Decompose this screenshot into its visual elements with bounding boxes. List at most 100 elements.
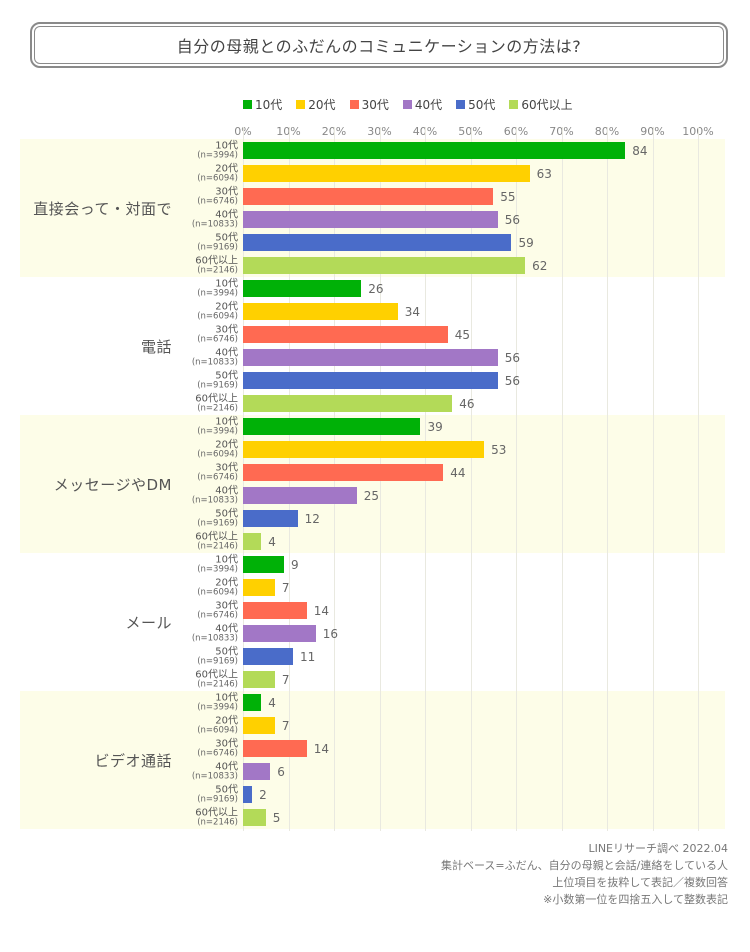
value-bar <box>243 533 262 550</box>
age-group-sample-size: (n=10833) <box>191 495 238 506</box>
age-group-sample-size: (n=2146) <box>197 265 238 276</box>
legend-swatch-icon <box>296 99 306 109</box>
age-group-label: 30代 (n=6746) <box>172 600 238 621</box>
age-group-label: 20代 (n=6094) <box>172 715 238 736</box>
value-label: 4 <box>268 695 276 710</box>
age-group-name: 40代 <box>215 346 238 358</box>
bar-row: 40代 (n=10833) 56 <box>172 208 725 231</box>
age-group-sample-size: (n=9169) <box>197 380 238 391</box>
age-group-label: 10代 (n=3994) <box>172 140 238 161</box>
age-group-label: 30代 (n=6746) <box>172 324 238 345</box>
legend-label: 60代以上 <box>521 97 573 112</box>
value-label: 7 <box>281 672 290 687</box>
age-group-name: 50代 <box>215 369 238 381</box>
age-group-name: 50代 <box>215 645 238 657</box>
value-label: 39 <box>427 419 443 434</box>
value-label: 56 <box>504 212 521 227</box>
legend-label: 20代 <box>308 97 336 112</box>
footer-note-line: LINEリサーチ調べ 2022.04 <box>588 842 728 855</box>
value-bar <box>243 234 512 251</box>
value-bar <box>243 786 253 803</box>
age-group-sample-size: (n=3994) <box>197 426 238 437</box>
value-bar <box>243 809 266 826</box>
age-group-name: 60代以上 <box>195 530 238 542</box>
age-group-sample-size: (n=6746) <box>197 472 238 483</box>
bar-row: 50代 (n=9169) 59 <box>172 231 725 254</box>
age-group-name: 20代 <box>215 300 238 312</box>
age-group-sample-size: (n=6746) <box>197 748 238 759</box>
age-group-name: 40代 <box>215 208 238 220</box>
age-group-label: 60代以上 (n=2146) <box>172 669 238 690</box>
age-group-label: 30代 (n=6746) <box>172 738 238 759</box>
category-rows: 10代 (n=3994) 26 20代 (n=6094) 34 30代 (n=6746) 45 4… <box>172 277 725 415</box>
legend-label: 10代 <box>255 97 283 112</box>
bar-row: 20代 (n=6094) 53 <box>172 438 725 461</box>
question-title-box: 自分の母親とのふだんのコミュニケーションの方法は? <box>30 22 728 68</box>
axis-tick-label: 70% <box>549 125 574 138</box>
age-group-label: 40代 (n=10833) <box>172 761 238 782</box>
bar-row: 20代 (n=6094) 7 <box>172 714 725 737</box>
age-group-label: 50代 (n=9169) <box>172 646 238 667</box>
age-group-sample-size: (n=3994) <box>197 150 238 161</box>
age-group-sample-size: (n=6094) <box>197 173 238 184</box>
legend-item: 50代 <box>456 96 495 113</box>
legend: 10代 20代 30代 40代 50代 60代以上 <box>243 96 750 113</box>
value-bar <box>243 349 498 366</box>
age-group-sample-size: (n=2146) <box>197 403 238 414</box>
age-group-name: 20代 <box>215 576 238 588</box>
age-group-name: 60代以上 <box>195 668 238 680</box>
age-group-name: 30代 <box>215 185 238 197</box>
value-label: 14 <box>313 741 329 756</box>
age-group-label: 50代 (n=9169) <box>172 232 238 253</box>
age-group-label: 60代以上 (n=2146) <box>172 255 238 276</box>
age-group-sample-size: (n=6746) <box>197 610 238 621</box>
category-rows: 10代 (n=3994) 39 20代 (n=6094) 53 30代 (n=6746) 44 4… <box>172 415 725 553</box>
value-label: 7 <box>281 718 290 733</box>
value-bar <box>243 165 530 182</box>
age-group-label: 40代 (n=10833) <box>172 485 238 506</box>
bar-row: 40代 (n=10833) 6 <box>172 760 725 783</box>
age-group-label: 40代 (n=10833) <box>172 209 238 230</box>
value-label: 2 <box>259 787 267 802</box>
bar-row: 10代 (n=3994) 9 <box>172 553 725 576</box>
bar-row: 50代 (n=9169) 12 <box>172 507 725 530</box>
value-label: 9 <box>290 557 299 572</box>
bar-row: 10代 (n=3994) 39 <box>172 415 725 438</box>
legend-item: 20代 <box>296 96 336 113</box>
legend-item: 40代 <box>402 96 442 113</box>
value-label: 34 <box>404 304 420 319</box>
age-group-label: 30代 (n=6746) <box>172 462 238 483</box>
age-group-label: 20代 (n=6094) <box>172 301 238 322</box>
axis-tick-label: 0% <box>234 125 252 138</box>
value-bar <box>243 717 275 734</box>
age-group-sample-size: (n=9169) <box>197 242 238 253</box>
bar-row: 30代 (n=6746) 14 <box>172 737 725 760</box>
footer-note-line: 集計ベース=ふだん、自分の母親と会話/連絡をしている人 <box>440 859 728 872</box>
value-bar <box>243 740 307 757</box>
age-group-label: 20代 (n=6094) <box>172 439 238 460</box>
bar-row: 40代 (n=10833) 16 <box>172 622 725 645</box>
axis-tick-label: 10% <box>276 125 301 138</box>
footer-note-line: ※小数第一位を四捨五入して整数表記 <box>543 893 728 906</box>
legend-swatch-icon <box>349 99 359 109</box>
age-group-label: 20代 (n=6094) <box>172 577 238 598</box>
chart-sections: 直接会って・対面で 10代 (n=3994) 84 20代 (n=6094) 63 30代 (n… <box>0 139 750 829</box>
age-group-label: 60代以上 (n=2146) <box>172 807 238 828</box>
value-bar <box>243 671 275 688</box>
age-group-name: 40代 <box>215 484 238 496</box>
category-label: メール <box>125 613 172 632</box>
bar-row: 20代 (n=6094) 7 <box>172 576 725 599</box>
age-group-name: 60代以上 <box>195 392 238 404</box>
value-label: 62 <box>532 258 548 273</box>
age-group-label: 60代以上 (n=2146) <box>172 393 238 414</box>
bar-row: 50代 (n=9169) 11 <box>172 645 725 668</box>
value-bar <box>243 211 498 228</box>
bar-row: 30代 (n=6746) 55 <box>172 185 725 208</box>
legend-swatch-icon <box>402 99 412 109</box>
value-label: 16 <box>322 626 339 641</box>
axis-tick-label: 100% <box>682 125 714 138</box>
bar-row: 50代 (n=9169) 56 <box>172 369 725 392</box>
age-group-label: 60代以上 (n=2146) <box>172 531 238 552</box>
value-label: 63 <box>536 166 552 181</box>
age-group-name: 30代 <box>215 461 238 473</box>
